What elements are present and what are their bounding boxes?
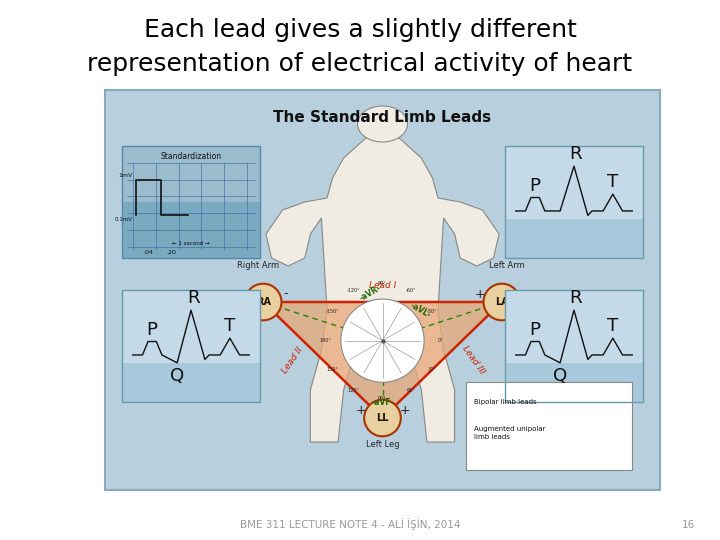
Text: -aVR-: -aVR- [358,283,383,302]
Text: T: T [607,173,618,191]
Text: BME 311 LECTURE NOTE 4 - ALİ İŞİN, 2014: BME 311 LECTURE NOTE 4 - ALİ İŞİN, 2014 [240,518,461,530]
Text: RA: RA [256,297,271,307]
Text: -30°: -30° [427,309,438,314]
Polygon shape [264,302,502,418]
Text: ← 1 second →: ← 1 second → [172,241,210,246]
Bar [122,146,261,258]
Text: 90°: 90° [378,281,387,286]
Text: R: R [570,145,582,163]
Text: +: + [474,287,485,300]
Circle shape [484,284,520,320]
Ellipse shape [358,106,408,142]
Bar [505,146,644,219]
Text: Left Leg: Left Leg [366,440,400,449]
Bar [122,290,261,363]
Text: .04: .04 [143,250,153,255]
Circle shape [341,299,424,382]
Text: +: + [399,403,410,416]
Text: The Standard Limb Leads: The Standard Limb Leads [274,111,492,125]
Text: Lead II: Lead II [280,345,305,375]
Bar [505,290,644,402]
Polygon shape [266,138,499,442]
Text: P: P [530,321,541,339]
Text: -aVF-: -aVF- [372,398,394,407]
Text: -150°: -150° [326,309,340,314]
Text: T: T [607,317,618,335]
Bar [466,382,632,470]
Bar [505,219,644,258]
Text: Right Arm: Right Arm [237,261,279,270]
Bar [122,363,261,402]
Text: 0°: 0° [437,338,443,343]
Bar [122,146,261,202]
Text: -: - [253,305,257,315]
Circle shape [364,400,401,436]
Text: Each lead gives a slightly different
representation of electrical activity of he: Each lead gives a slightly different rep… [87,18,633,76]
Text: T: T [224,317,235,335]
Text: Left Arm: Left Arm [489,261,525,270]
Bar [105,90,660,490]
Text: LA: LA [495,297,509,307]
Bar [122,202,261,258]
Bar [505,363,644,402]
Text: +: + [355,403,366,416]
Text: -aVL-: -aVL- [409,301,433,320]
Text: LL: LL [377,413,389,423]
Bar [505,290,644,363]
Text: 0.1mV: 0.1mV [114,218,132,222]
Text: Lead III: Lead III [460,344,486,376]
Text: 16: 16 [682,520,695,530]
Text: 60°: 60° [407,388,415,393]
Circle shape [245,284,282,320]
Text: P: P [530,177,541,194]
Text: -: - [283,287,287,300]
Text: Standardization: Standardization [161,152,222,160]
Text: -60°: -60° [406,288,416,293]
Text: Bipolar limb leads: Bipolar limb leads [474,399,536,404]
Bar [122,290,261,402]
Text: R: R [570,289,582,307]
Text: R: R [186,289,199,307]
Text: Lead I: Lead I [369,281,396,290]
Text: 1mV: 1mV [119,173,132,178]
Text: .20: .20 [166,250,176,255]
Text: 90°: 90° [378,396,387,401]
Text: 180°: 180° [319,338,331,343]
Text: 150°: 150° [327,367,338,372]
Text: P: P [147,321,158,339]
Text: -120°: -120° [347,288,361,293]
Text: Q: Q [170,367,184,385]
Text: 120°: 120° [348,388,360,393]
Text: Augmented unipolar
limb leads: Augmented unipolar limb leads [474,427,546,440]
Text: 30°: 30° [428,367,436,372]
Text: Q: Q [553,367,567,385]
Bar [505,146,644,258]
